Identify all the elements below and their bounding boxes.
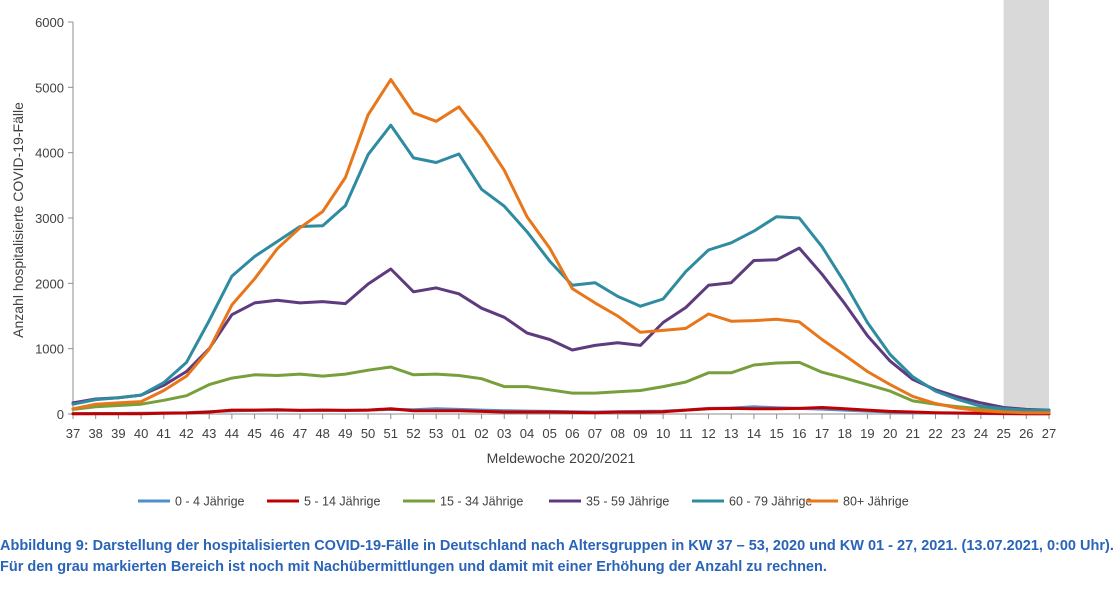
x-tick-label: 48 [315,426,329,441]
x-tick-label: 39 [111,426,125,441]
x-tick-label: 37 [66,426,80,441]
line-chart: 0 1000 2000 3000 4000 5000 6000 37 38 39 40 41 42 43 4… [10,0,1056,509]
x-tick-label: 18 [837,426,851,441]
x-tick-label: 41 [157,426,171,441]
y-tick-label: 4000 [35,146,64,161]
x-tick-label: 14 [747,426,761,441]
x-tick-label: 42 [179,426,193,441]
x-tick-label: 21 [906,426,920,441]
legend-label: 0 - 4 Jährige [175,495,245,509]
x-tick-label: 22 [928,426,942,441]
x-tick-label: 11 [679,426,693,441]
x-tick-label: 03 [497,426,511,441]
x-tick-label: 47 [293,426,307,441]
y-tick-label: 6000 [35,15,64,30]
series-line-5-14-j-hrige [71,406,1051,416]
x-tick-label: 51 [384,426,398,441]
x-tick-label: 07 [588,426,602,441]
x-tick-label: 50 [361,426,375,441]
y-tick-label: 0 [57,407,64,422]
x-tick-label: 06 [565,426,579,441]
series-line-80-j-hrige [71,78,1051,415]
x-tick-label: 19 [860,426,874,441]
x-tick-label: 25 [996,426,1010,441]
x-tick-label: 08 [611,426,625,441]
x-tick-label: 10 [656,426,670,441]
legend-label: 5 - 14 Jährige [304,495,380,509]
x-tick-label: 45 [247,426,261,441]
y-tick-label: 1000 [35,342,64,357]
x-tick-label: 12 [701,426,715,441]
y-tick-label: 3000 [35,211,64,226]
legend-label: 60 - 79 Jährige [729,495,812,509]
x-tick-label: 43 [202,426,216,441]
x-tick-label: 46 [270,426,284,441]
series-line-35-59-j-hrige [71,246,1051,412]
x-tick-label: 23 [951,426,965,441]
x-tick-label: 02 [474,426,488,441]
series-line-15-34-j-hrige [71,360,1051,413]
legend-label: 15 - 34 Jährige [440,495,523,509]
legend-label: 80+ Jährige [843,495,909,509]
x-tick-label: 09 [633,426,647,441]
series-line-60-79-j-hrige [71,123,1051,412]
x-tick-label: 38 [88,426,102,441]
x-tick-label: 20 [883,426,897,441]
x-tick-label: 49 [338,426,352,441]
x-tick-label: 16 [792,426,806,441]
y-tick-label: 5000 [35,80,64,95]
y-axis-title: Anzahl hospitalisierte COVID-19-Fälle [10,102,26,338]
x-tick-label: 53 [429,426,443,441]
shaded-late-reporting-region [1003,0,1049,414]
figure-caption: Abbildung 9: Darstellung der hospitalisi… [0,538,1114,575]
x-tick-label: 52 [406,426,420,441]
x-tick-label: 27 [1042,426,1056,441]
x-tick-label: 05 [542,426,556,441]
x-tick-label: 40 [134,426,148,441]
x-tick-label: 24 [974,426,988,441]
x-tick-label: 04 [520,426,534,441]
x-tick-label: 01 [452,426,466,441]
x-tick-label: 13 [724,426,738,441]
x-tick-label: 15 [769,426,783,441]
legend-label: 35 - 59 Jährige [586,495,669,509]
y-tick-label: 2000 [35,276,64,291]
x-tick-label: 44 [225,426,239,441]
x-tick-label: 26 [1019,426,1033,441]
x-axis-title: Meldewoche 2020/2021 [487,450,636,466]
x-tick-label: 17 [815,426,829,441]
